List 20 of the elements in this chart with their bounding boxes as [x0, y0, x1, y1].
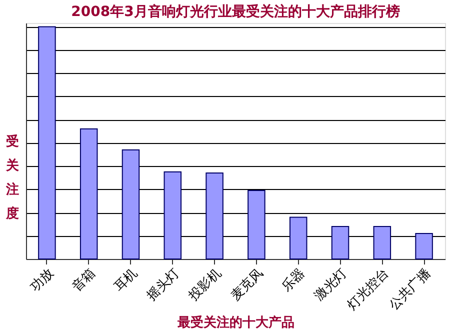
x-tick-label: 摇头灯 [144, 266, 183, 304]
bar [164, 171, 182, 260]
x-tick-label: 投影机 [186, 266, 224, 305]
bar [248, 190, 266, 260]
bar [122, 149, 140, 260]
x-tick-label: 麦克风 [228, 266, 266, 304]
x-tick-label: 耳机 [112, 266, 141, 295]
bar [80, 128, 98, 260]
x-axis-title: 最受关注的十大产品 [176, 314, 294, 330]
bar [415, 232, 433, 260]
x-tick-label: 乐器 [279, 266, 308, 295]
bar [289, 216, 308, 260]
chart-title: 2008年3月音响灯光行业最受关注的十大产品排行榜 [71, 3, 400, 20]
y-axis-title: 受关注度 [5, 134, 20, 222]
bar [206, 172, 224, 260]
x-tick-label: 音箱 [70, 266, 99, 295]
bar [38, 26, 56, 260]
x-tick-label: 功放 [28, 266, 57, 295]
bar [331, 226, 350, 260]
bar [373, 226, 392, 260]
